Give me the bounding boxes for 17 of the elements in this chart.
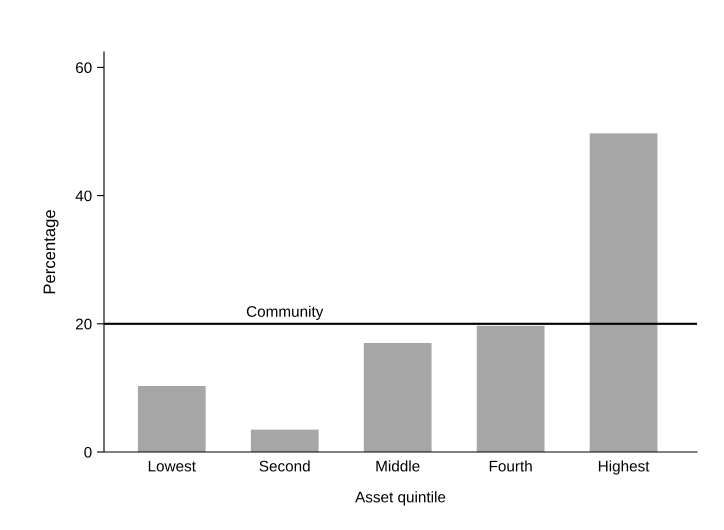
y-tick-label: 20 — [76, 318, 92, 330]
x-axis-title: Asset quintile — [355, 491, 446, 506]
bar — [590, 133, 658, 452]
bar — [476, 326, 545, 452]
x-tick-label: Lowest — [148, 460, 196, 472]
x-tick-label: Fourth — [490, 460, 532, 472]
ref-line-label: Community — [246, 306, 324, 320]
bar — [138, 386, 206, 452]
y-axis-title: Percentage — [44, 210, 59, 294]
x-tick-label: Highest — [598, 460, 650, 475]
y-tick-label: 0 — [84, 446, 92, 458]
y-tick-label: 60 — [76, 62, 92, 74]
y-tick-label: 40 — [76, 190, 92, 202]
bar — [250, 430, 319, 452]
x-tick-label: Middle — [376, 460, 420, 472]
x-tick-label: Second — [260, 460, 310, 472]
bar — [364, 343, 432, 452]
